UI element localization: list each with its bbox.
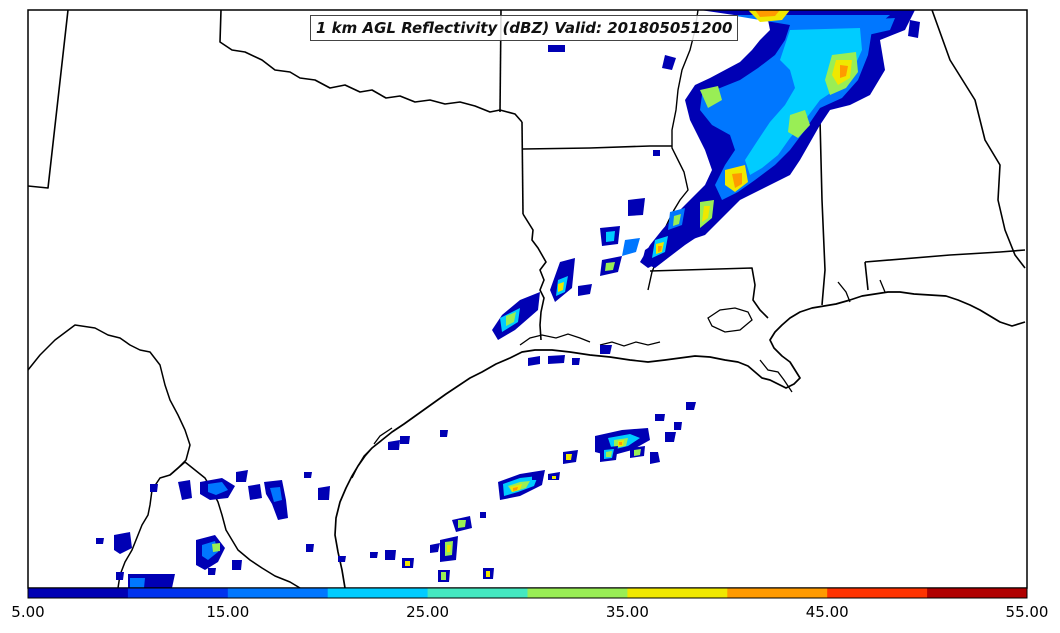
map-title: 1 km AGL Reflectivity (dBZ) Valid: 20180… [310,15,739,41]
coastal-features [351,279,886,479]
colorbar [27,587,1028,599]
colorbar-segment [827,588,928,598]
colorbar-tick-label: 15.00 [206,603,250,621]
gulf-coastline [334,291,1026,588]
reflectivity-overlay [96,10,920,588]
colorbar-segment [927,588,1028,598]
colorbar-segment [627,588,728,598]
colorbar-segment [727,588,828,598]
colorbar-segment [427,588,528,598]
state-boundaries [28,10,1026,341]
colorbar-tick-label: 25.00 [406,603,450,621]
colorbar-segment [227,588,329,598]
colorbar-tick-label: 45.00 [805,603,849,621]
gulf-cells [370,345,696,582]
colorbar-tick-label: 35.00 [605,603,649,621]
colorbar-segment [327,588,429,598]
southwest-cells [96,470,346,588]
colorbar-tick-label: 5.00 [11,603,45,621]
colorbar-segment [127,588,229,598]
squall-line [492,20,920,340]
colorbar-tick-label: 55.00 [1005,603,1049,621]
colorbar-frame [27,587,1028,599]
mexico-border [28,324,301,588]
colorbar-segment [28,588,129,598]
map-layer [28,10,1026,588]
colorbar-segment [527,588,628,598]
